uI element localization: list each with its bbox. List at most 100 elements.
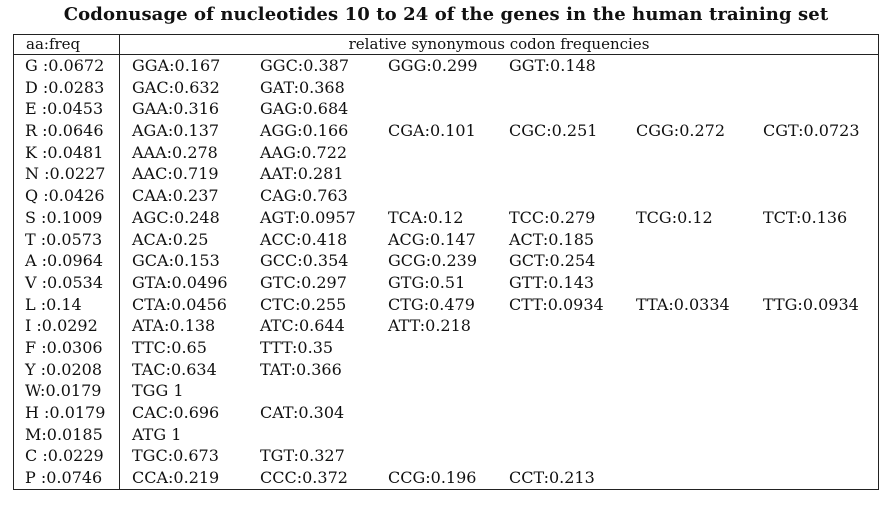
codon-frequency-cell: CAG:0.763 [260, 186, 348, 206]
table-row: H :0.0179 CAC:0.696 CAT:0.304 [14, 402, 878, 424]
aa-freq-cell: P :0.0746 [25, 468, 103, 488]
codon-frequency-cell: TCG:0.12 [636, 207, 713, 227]
aa-freq-cell: M:0.0185 [25, 424, 103, 444]
codon-frequency-cell: CGC:0.251 [509, 121, 598, 141]
codon-frequency-cell: ACA:0.25 [132, 229, 209, 249]
codon-usage-table: aa:freq relative synonymous codon freque… [13, 34, 879, 490]
table-row: Q :0.0426 CAA:0.237 CAG:0.763 [14, 185, 878, 207]
codon-frequency-cell: ATG 1 [132, 424, 182, 444]
codon-frequency-cell: AAG:0.722 [260, 142, 348, 162]
aa-freq-cell: C :0.0229 [25, 446, 104, 466]
codon-frequency-cell: CTT:0.0934 [509, 294, 604, 314]
aa-freq-cell: Y :0.0208 [25, 359, 103, 379]
aa-freq-cell: F :0.0306 [25, 337, 103, 357]
codon-frequency-cell: GCT:0.254 [509, 251, 596, 271]
codon-frequency-cell: GAG:0.684 [260, 99, 349, 119]
codon-frequency-cell: CGT:0.0723 [763, 121, 860, 141]
table-row: S :0.1009 AGC:0.248 AGT:0.0957 TCA:0.12 TCC:… [14, 207, 878, 229]
codon-frequency-cell: CTA:0.0456 [132, 294, 227, 314]
codon-frequency-cell: TAT:0.366 [260, 359, 342, 379]
codon-frequency-cell: GGC:0.387 [260, 56, 349, 75]
aa-freq-cell: T :0.0573 [25, 229, 103, 249]
table-row: R :0.0646 AGA:0.137 AGG:0.166 CGA:0.101 CGC:… [14, 120, 878, 142]
aa-freq-cell: I :0.0292 [25, 316, 98, 336]
codon-frequency-cell: TTA:0.0334 [636, 294, 730, 314]
codon-frequency-cell: AGG:0.166 [260, 121, 349, 141]
table-row: D :0.0283 GAC:0.632 GAT:0.368 [14, 77, 878, 99]
aa-freq-cell: D :0.0283 [25, 77, 105, 97]
aa-freq-cell: A :0.0964 [25, 251, 104, 271]
codon-frequency-cell: ACC:0.418 [260, 229, 348, 249]
codon-frequency-cell: ACT:0.185 [509, 229, 595, 249]
codon-frequency-cell: CCG:0.196 [388, 468, 477, 488]
codon-frequency-cell: GTT:0.143 [509, 272, 595, 292]
codon-frequency-cell: CCA:0.219 [132, 468, 220, 488]
table-row: K :0.0481 AAA:0.278 AAG:0.722 [14, 142, 878, 164]
codon-frequency-cell: TCA:0.12 [388, 207, 464, 227]
table-row: V :0.0534 GTA:0.0496 GTC:0.297 GTG:0.51 GTT:… [14, 272, 878, 294]
codon-frequency-cell: GAT:0.368 [260, 77, 345, 97]
codon-frequency-cell: ACG:0.147 [388, 229, 476, 249]
aa-freq-cell: H :0.0179 [25, 403, 106, 422]
table-row: F :0.0306 TTC:0.65 TTT:0.35 [14, 337, 878, 359]
codon-frequency-cell: CGG:0.272 [636, 121, 725, 141]
table-row: M:0.0185 ATG 1 [14, 424, 878, 446]
codon-frequency-cell: CAT:0.304 [260, 403, 345, 422]
codon-frequency-cell: TAC:0.634 [132, 359, 217, 379]
codon-frequency-cell: AGA:0.137 [132, 121, 220, 141]
codon-frequency-cell: GAA:0.316 [132, 99, 220, 119]
codon-frequency-cell: TGG 1 [132, 381, 184, 401]
codon-frequency-cell: GGA:0.167 [132, 56, 221, 75]
column-divider [119, 35, 120, 489]
aa-freq-cell: L :0.14 [25, 294, 82, 314]
codon-frequency-cell: GTG:0.51 [388, 272, 466, 292]
codon-frequency-cell: AGT:0.0957 [260, 207, 356, 227]
codon-frequency-cell: TTC:0.65 [132, 337, 207, 357]
codon-frequency-cell: GAC:0.632 [132, 77, 220, 97]
table-title: Codonusage of nucleotides 10 to 24 of th… [63, 4, 829, 25]
table-row: N :0.0227 AAC:0.719 AAT:0.281 [14, 163, 878, 185]
codon-frequency-cell: ATA:0.138 [132, 316, 216, 336]
table-row: E :0.0453 GAA:0.316 GAG:0.684 [14, 98, 878, 120]
codon-frequency-cell: CCC:0.372 [260, 468, 348, 488]
aa-freq-cell: S :0.1009 [25, 207, 103, 227]
codon-frequency-cell: TCT:0.136 [763, 207, 848, 227]
codon-frequency-cell: GGT:0.148 [509, 56, 596, 75]
codon-frequency-cell: GCC:0.354 [260, 251, 349, 271]
codon-frequency-cell: CTC:0.255 [260, 294, 347, 314]
aa-freq-cell: W:0.0179 [25, 381, 102, 401]
codon-frequency-cell: TGT:0.327 [260, 446, 345, 466]
aa-freq-cell: K :0.0481 [25, 142, 104, 162]
table-row: I :0.0292 ATA:0.138 ATC:0.644 ATT:0.218 [14, 315, 878, 337]
codon-frequency-cell: CAA:0.237 [132, 186, 219, 206]
codon-frequency-cell: CCT:0.213 [509, 468, 595, 488]
codon-frequency-cell: CGA:0.101 [388, 121, 476, 141]
codon-frequency-cell: TTG:0.0934 [763, 294, 859, 314]
codon-frequency-cell: CAC:0.696 [132, 403, 220, 422]
aa-freq-cell: V :0.0534 [25, 272, 104, 292]
table-row: P :0.0746 CCA:0.219 CCC:0.372 CCG:0.196 CCT:… [14, 467, 878, 489]
codon-frequency-cell: TCC:0.279 [509, 207, 596, 227]
table-row: W:0.0179 TGG 1 [14, 380, 878, 402]
codon-frequency-cell: ATC:0.644 [260, 316, 345, 336]
table-row: T :0.0573 ACA:0.25 ACC:0.418 ACG:0.147 ACT:0… [14, 229, 878, 251]
codon-frequency-cell: GCG:0.239 [388, 251, 477, 271]
aa-freq-cell: R :0.0646 [25, 121, 104, 141]
table-row: A :0.0964 GCA:0.153 GCC:0.354 GCG:0.239 GCT:… [14, 250, 878, 272]
codon-frequency-cell: AAA:0.278 [132, 142, 218, 162]
table-row: L :0.14 CTA:0.0456 CTC:0.255 CTG:0.479 CTT:0… [14, 294, 878, 316]
table-row: C :0.0229 TGC:0.673 TGT:0.327 [14, 445, 878, 467]
header-aa-freq: aa:freq [26, 35, 81, 53]
codon-frequency-cell: TGC:0.673 [132, 446, 219, 466]
header-rule [14, 54, 878, 55]
aa-freq-cell: G :0.0672 [25, 56, 105, 75]
table-body: G :0.0672 GGA:0.167 GGC:0.387 GGG:0.299 GGT:… [14, 55, 878, 489]
codon-frequency-cell: AAT:0.281 [260, 164, 344, 184]
table-row: Y :0.0208 TAC:0.634 TAT:0.366 [14, 359, 878, 381]
aa-freq-cell: Q :0.0426 [25, 186, 105, 206]
codon-frequency-cell: AGC:0.248 [132, 207, 220, 227]
table-row: G :0.0672 GGA:0.167 GGC:0.387 GGG:0.299 GGT:… [14, 55, 878, 77]
aa-freq-cell: N :0.0227 [25, 164, 106, 184]
aa-freq-cell: E :0.0453 [25, 99, 104, 119]
codon-frequency-cell: GTC:0.297 [260, 272, 347, 292]
